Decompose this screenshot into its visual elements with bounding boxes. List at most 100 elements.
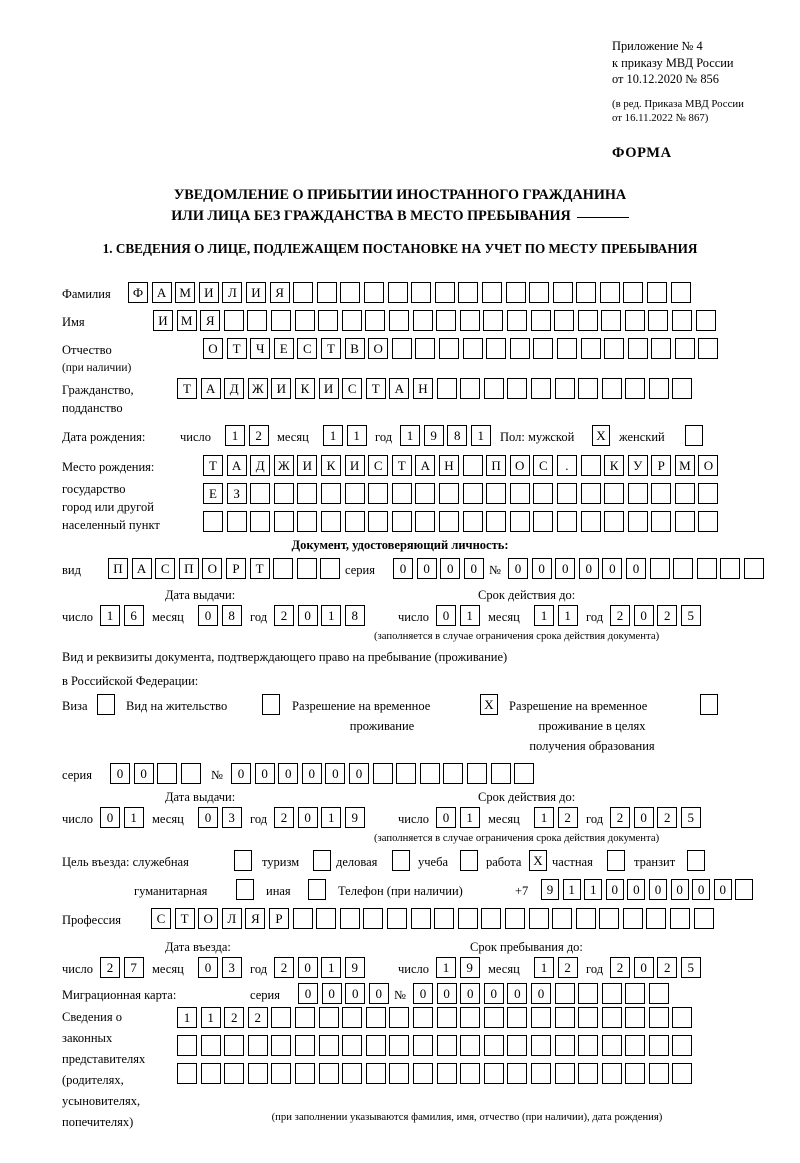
checkbox-purpose-transit[interactable]: [687, 850, 705, 871]
char-cell[interactable]: 2: [657, 807, 678, 828]
char-cell[interactable]: [412, 310, 433, 331]
char-cell[interactable]: 0: [321, 983, 342, 1004]
char-cell[interactable]: 9: [344, 957, 365, 978]
char-cell[interactable]: [554, 1007, 575, 1028]
char-cell[interactable]: [318, 1007, 339, 1028]
char-cell[interactable]: В: [344, 338, 365, 359]
char-cell[interactable]: [580, 483, 601, 504]
char-cell[interactable]: [296, 558, 317, 579]
char-cell[interactable]: 2: [557, 957, 578, 978]
char-cell[interactable]: 0: [436, 605, 456, 626]
char-cell[interactable]: П: [486, 455, 507, 476]
checkbox-residence-permit[interactable]: [262, 694, 280, 715]
char-cell[interactable]: 0: [436, 983, 457, 1004]
char-cell[interactable]: 0: [301, 763, 322, 784]
char-cell[interactable]: [625, 1063, 646, 1084]
char-cell[interactable]: А: [151, 282, 172, 303]
char-cell[interactable]: [648, 1035, 669, 1056]
char-cell[interactable]: 2: [657, 605, 678, 626]
char-cell[interactable]: 9: [423, 425, 444, 446]
char-cell[interactable]: 1: [225, 425, 245, 446]
char-cell[interactable]: 7: [123, 957, 144, 978]
char-cell[interactable]: 6: [123, 605, 144, 626]
char-cell[interactable]: [200, 1035, 221, 1056]
char-cell[interactable]: [580, 511, 601, 532]
char-cell[interactable]: И: [344, 455, 365, 476]
char-cell[interactable]: [271, 1007, 292, 1028]
char-cell[interactable]: 0: [393, 558, 413, 579]
char-cell[interactable]: [273, 558, 294, 579]
char-cell[interactable]: Ф: [128, 282, 148, 303]
char-cell[interactable]: [601, 378, 622, 399]
char-cell[interactable]: [483, 1035, 504, 1056]
char-cell[interactable]: [292, 908, 313, 929]
char-cell[interactable]: М: [175, 282, 196, 303]
char-cell[interactable]: [200, 1063, 221, 1084]
char-cell[interactable]: [483, 378, 504, 399]
title-blank-line[interactable]: [576, 217, 629, 218]
char-cell[interactable]: 0: [530, 983, 551, 1004]
char-cell[interactable]: Н: [412, 378, 433, 399]
char-cell[interactable]: 1: [200, 1007, 221, 1028]
char-cell[interactable]: Д: [224, 378, 245, 399]
char-cell[interactable]: [556, 511, 577, 532]
char-cell[interactable]: [625, 983, 646, 1004]
char-cell[interactable]: [604, 483, 625, 504]
char-cell[interactable]: [506, 310, 527, 331]
char-cell[interactable]: [556, 483, 577, 504]
char-cell[interactable]: 1: [459, 807, 480, 828]
char-cell[interactable]: [580, 338, 601, 359]
char-cell[interactable]: [372, 763, 393, 784]
char-cell[interactable]: [391, 511, 412, 532]
char-cell[interactable]: [273, 511, 294, 532]
char-cell[interactable]: [578, 983, 599, 1004]
char-cell[interactable]: 2: [610, 957, 630, 978]
char-cell[interactable]: [365, 1007, 386, 1028]
char-cell[interactable]: 9: [459, 957, 480, 978]
char-cell[interactable]: [368, 483, 389, 504]
char-cell[interactable]: [672, 1007, 693, 1028]
char-cell[interactable]: 0: [298, 983, 318, 1004]
char-cell[interactable]: 2: [610, 807, 630, 828]
char-cell[interactable]: К: [604, 455, 625, 476]
char-cell[interactable]: Т: [174, 908, 195, 929]
char-cell[interactable]: 0: [633, 605, 654, 626]
char-cell[interactable]: [365, 310, 386, 331]
char-cell[interactable]: [649, 558, 670, 579]
char-cell[interactable]: Ж: [247, 378, 268, 399]
char-cell[interactable]: Т: [203, 455, 223, 476]
char-cell[interactable]: К: [294, 378, 315, 399]
checkbox-temp-residence[interactable]: X: [480, 694, 498, 715]
char-cell[interactable]: 1: [100, 605, 120, 626]
char-cell[interactable]: [507, 1007, 528, 1028]
char-cell[interactable]: С: [155, 558, 176, 579]
char-cell[interactable]: [530, 310, 551, 331]
char-cell[interactable]: [386, 908, 407, 929]
char-cell[interactable]: [415, 338, 436, 359]
char-cell[interactable]: [604, 338, 625, 359]
char-cell[interactable]: [223, 310, 244, 331]
char-cell[interactable]: [481, 908, 502, 929]
char-cell[interactable]: [436, 310, 457, 331]
char-cell[interactable]: Я: [245, 908, 266, 929]
char-cell[interactable]: 0: [416, 558, 437, 579]
char-cell[interactable]: У: [627, 455, 648, 476]
char-cell[interactable]: 1: [534, 605, 554, 626]
char-cell[interactable]: .: [556, 455, 577, 476]
char-cell[interactable]: [554, 310, 575, 331]
char-cell[interactable]: О: [203, 338, 223, 359]
char-cell[interactable]: 5: [680, 807, 701, 828]
char-cell[interactable]: Н: [438, 455, 459, 476]
char-cell[interactable]: [580, 455, 601, 476]
